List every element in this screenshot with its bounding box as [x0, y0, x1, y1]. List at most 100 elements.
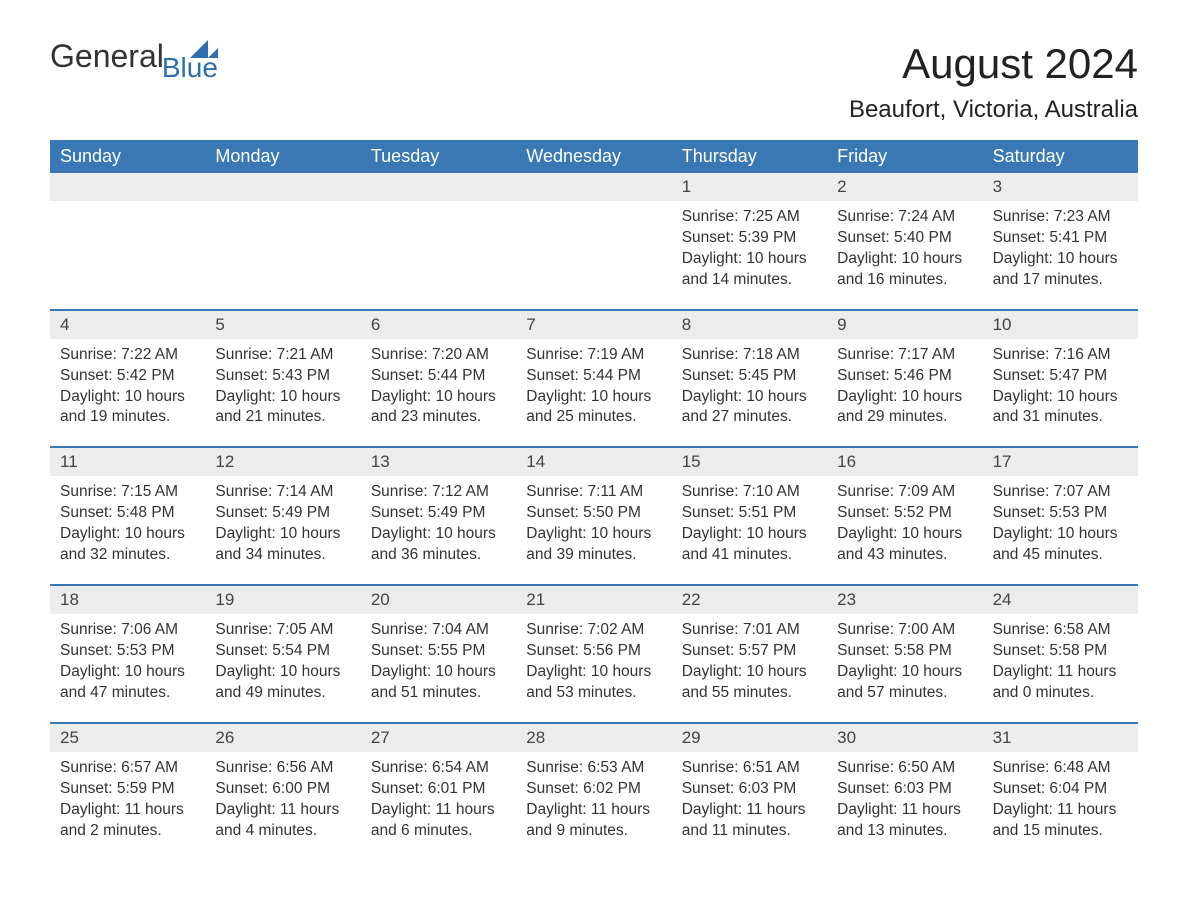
- sunset-text: Sunset: 6:04 PM: [993, 779, 1128, 800]
- title-block: August 2024 Beaufort, Victoria, Australi…: [849, 40, 1138, 134]
- daylight-text: Daylight: 10 hours: [526, 524, 661, 545]
- daylight-text: and 49 minutes.: [215, 683, 350, 704]
- daylight-text: and 19 minutes.: [60, 407, 195, 428]
- daylight-text: and 43 minutes.: [837, 545, 972, 566]
- daylight-text: and 13 minutes.: [837, 821, 972, 842]
- daylight-text: Daylight: 11 hours: [60, 800, 195, 821]
- day-cell: Sunrise: 7:16 AMSunset: 5:47 PMDaylight:…: [983, 339, 1138, 429]
- sunrise-text: Sunrise: 7:25 AM: [682, 207, 817, 228]
- daylight-text: and 32 minutes.: [60, 545, 195, 566]
- daylight-text: and 6 minutes.: [371, 821, 506, 842]
- daylight-text: Daylight: 10 hours: [526, 662, 661, 683]
- sunset-text: Sunset: 6:03 PM: [682, 779, 817, 800]
- day-cell: Sunrise: 7:20 AMSunset: 5:44 PMDaylight:…: [361, 339, 516, 429]
- sunrise-text: Sunrise: 6:58 AM: [993, 620, 1128, 641]
- day-cell: Sunrise: 7:11 AMSunset: 5:50 PMDaylight:…: [516, 476, 671, 566]
- daylight-text: Daylight: 10 hours: [371, 524, 506, 545]
- day-cell: Sunrise: 7:15 AMSunset: 5:48 PMDaylight:…: [50, 476, 205, 566]
- daylight-text: Daylight: 10 hours: [371, 662, 506, 683]
- sunset-text: Sunset: 5:58 PM: [993, 641, 1128, 662]
- daylight-text: Daylight: 10 hours: [993, 387, 1128, 408]
- logo: General Blue: [50, 40, 218, 82]
- day-number: 6: [361, 311, 516, 339]
- day-number: 28: [516, 724, 671, 752]
- day-cell: Sunrise: 7:12 AMSunset: 5:49 PMDaylight:…: [361, 476, 516, 566]
- sunrise-text: Sunrise: 7:05 AM: [215, 620, 350, 641]
- daylight-text: Daylight: 10 hours: [993, 524, 1128, 545]
- day-number: 26: [205, 724, 360, 752]
- daylight-text: and 36 minutes.: [371, 545, 506, 566]
- daylight-text: and 41 minutes.: [682, 545, 817, 566]
- day-number: 14: [516, 448, 671, 476]
- sunset-text: Sunset: 5:40 PM: [837, 228, 972, 249]
- sunrise-text: Sunrise: 7:12 AM: [371, 482, 506, 503]
- daylight-text: Daylight: 10 hours: [526, 387, 661, 408]
- day-cell: Sunrise: 6:48 AMSunset: 6:04 PMDaylight:…: [983, 752, 1138, 842]
- daylight-text: Daylight: 10 hours: [215, 387, 350, 408]
- sunrise-text: Sunrise: 7:02 AM: [526, 620, 661, 641]
- sunset-text: Sunset: 5:53 PM: [993, 503, 1128, 524]
- sunset-text: Sunset: 5:41 PM: [993, 228, 1128, 249]
- day-of-week-header: Thursday: [672, 140, 827, 173]
- daylight-text: and 53 minutes.: [526, 683, 661, 704]
- day-cell: Sunrise: 6:57 AMSunset: 5:59 PMDaylight:…: [50, 752, 205, 842]
- daylight-text: and 55 minutes.: [682, 683, 817, 704]
- sunset-text: Sunset: 5:48 PM: [60, 503, 195, 524]
- sunrise-text: Sunrise: 6:51 AM: [682, 758, 817, 779]
- daylight-text: Daylight: 10 hours: [837, 249, 972, 270]
- calendar-grid: SundayMondayTuesdayWednesdayThursdayFrid…: [50, 140, 1138, 841]
- sunrise-text: Sunrise: 7:15 AM: [60, 482, 195, 503]
- day-of-week-header: Tuesday: [361, 140, 516, 173]
- daylight-text: Daylight: 10 hours: [60, 387, 195, 408]
- daylight-text: and 34 minutes.: [215, 545, 350, 566]
- sunrise-text: Sunrise: 7:00 AM: [837, 620, 972, 641]
- day-cell: Sunrise: 6:54 AMSunset: 6:01 PMDaylight:…: [361, 752, 516, 842]
- sunset-text: Sunset: 5:57 PM: [682, 641, 817, 662]
- sunset-text: Sunset: 5:44 PM: [526, 366, 661, 387]
- day-cell: Sunrise: 7:24 AMSunset: 5:40 PMDaylight:…: [827, 201, 982, 291]
- day-cell: Sunrise: 7:02 AMSunset: 5:56 PMDaylight:…: [516, 614, 671, 704]
- logo-text-blue: Blue: [162, 54, 218, 82]
- sunset-text: Sunset: 5:59 PM: [60, 779, 195, 800]
- day-number: [205, 173, 360, 201]
- sunrise-text: Sunrise: 6:57 AM: [60, 758, 195, 779]
- sunrise-text: Sunrise: 7:10 AM: [682, 482, 817, 503]
- daylight-text: Daylight: 11 hours: [526, 800, 661, 821]
- sunset-text: Sunset: 5:44 PM: [371, 366, 506, 387]
- day-cell: Sunrise: 6:56 AMSunset: 6:00 PMDaylight:…: [205, 752, 360, 842]
- sunset-text: Sunset: 5:42 PM: [60, 366, 195, 387]
- day-cell: Sunrise: 7:17 AMSunset: 5:46 PMDaylight:…: [827, 339, 982, 429]
- day-cell: Sunrise: 7:04 AMSunset: 5:55 PMDaylight:…: [361, 614, 516, 704]
- sunrise-text: Sunrise: 6:54 AM: [371, 758, 506, 779]
- daylight-text: Daylight: 10 hours: [60, 662, 195, 683]
- day-number: 18: [50, 586, 205, 614]
- day-number: 7: [516, 311, 671, 339]
- sunset-text: Sunset: 5:39 PM: [682, 228, 817, 249]
- day-number: 15: [672, 448, 827, 476]
- daylight-text: Daylight: 11 hours: [371, 800, 506, 821]
- day-cell: Sunrise: 6:58 AMSunset: 5:58 PMDaylight:…: [983, 614, 1138, 704]
- daylight-text: Daylight: 10 hours: [682, 249, 817, 270]
- day-cell: [361, 201, 516, 291]
- sunrise-text: Sunrise: 6:50 AM: [837, 758, 972, 779]
- day-cell: Sunrise: 7:19 AMSunset: 5:44 PMDaylight:…: [516, 339, 671, 429]
- daylight-text: Daylight: 10 hours: [215, 662, 350, 683]
- day-number: [361, 173, 516, 201]
- header: General Blue August 2024 Beaufort, Victo…: [50, 40, 1138, 134]
- day-number: 31: [983, 724, 1138, 752]
- day-cell: Sunrise: 7:01 AMSunset: 5:57 PMDaylight:…: [672, 614, 827, 704]
- sunrise-text: Sunrise: 7:23 AM: [993, 207, 1128, 228]
- daylight-text: and 27 minutes.: [682, 407, 817, 428]
- month-title: August 2024: [849, 40, 1138, 88]
- sunset-text: Sunset: 5:56 PM: [526, 641, 661, 662]
- daylight-text: and 9 minutes.: [526, 821, 661, 842]
- sunset-text: Sunset: 5:58 PM: [837, 641, 972, 662]
- day-cell: Sunrise: 6:51 AMSunset: 6:03 PMDaylight:…: [672, 752, 827, 842]
- daylight-text: and 17 minutes.: [993, 270, 1128, 291]
- daylight-text: and 4 minutes.: [215, 821, 350, 842]
- sunrise-text: Sunrise: 7:19 AM: [526, 345, 661, 366]
- logo-blue-block: Blue: [162, 40, 218, 82]
- sunset-text: Sunset: 5:45 PM: [682, 366, 817, 387]
- day-number: 3: [983, 173, 1138, 201]
- day-number: 20: [361, 586, 516, 614]
